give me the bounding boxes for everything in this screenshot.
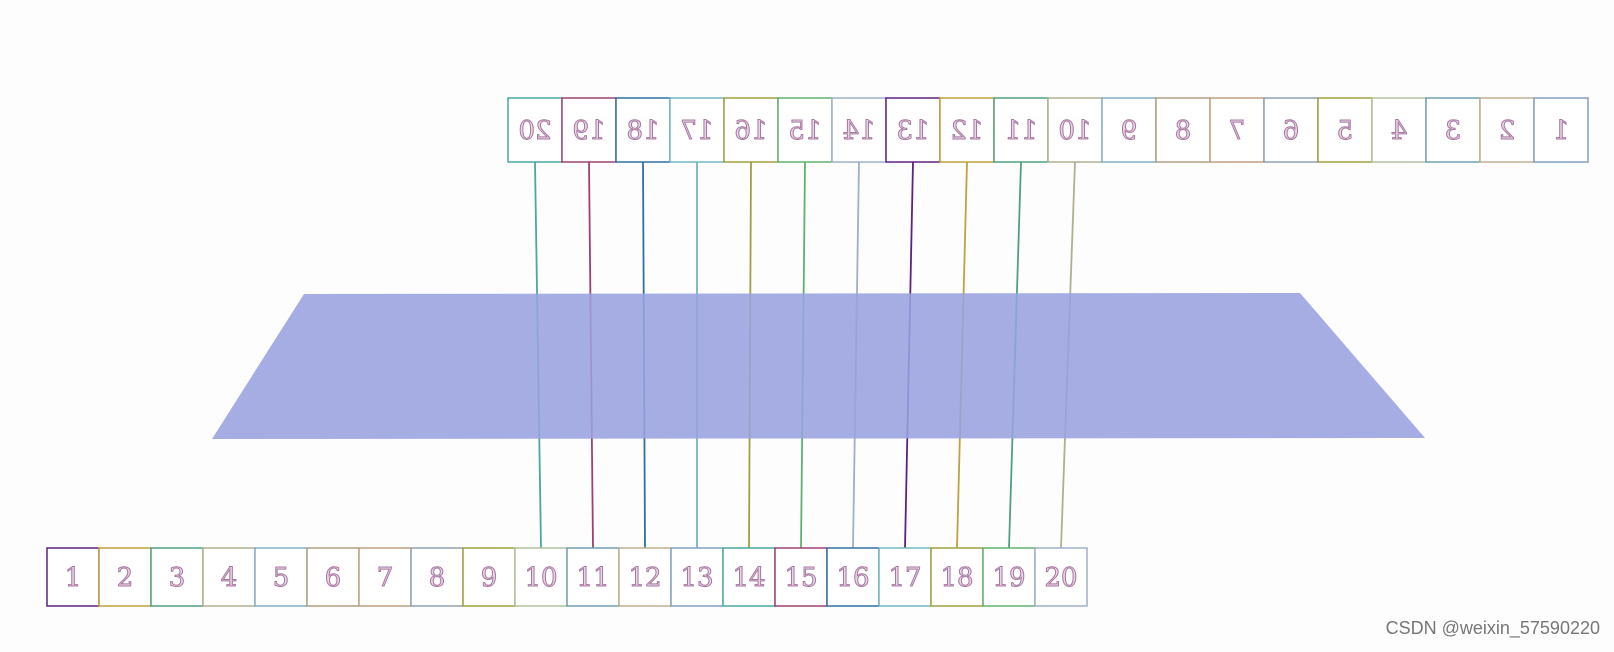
cell — [831, 97, 887, 163]
cell — [885, 97, 941, 163]
cell-label-wrap: 12 — [950, 116, 984, 147]
cell-label: 20 — [1044, 563, 1077, 593]
cell-label: 12 — [950, 116, 983, 146]
cell — [46, 547, 100, 607]
cell — [1034, 547, 1088, 607]
cell — [462, 547, 516, 607]
cell-label-wrap: 20 — [518, 116, 552, 147]
cell-label: 4 — [221, 563, 238, 593]
cell-label: 9 — [1121, 116, 1138, 146]
cell-label-wrap: 13 — [896, 116, 930, 147]
cell-label-wrap: 2 — [1498, 116, 1516, 147]
cell-label: 13 — [896, 116, 929, 146]
cell — [150, 547, 204, 607]
cell-label: 18 — [626, 116, 659, 146]
cell-label-wrap: 10 — [1058, 116, 1092, 147]
cell-label: 3 — [1445, 116, 1462, 146]
cell-label-wrap: 7 — [1228, 116, 1246, 147]
cell-label: 13 — [680, 563, 713, 593]
cell-label-wrap: 15 — [788, 116, 822, 147]
cell-label: 19 — [572, 116, 605, 146]
cell-label: 2 — [117, 563, 134, 593]
cell-label: 14 — [842, 116, 875, 146]
cell-label-wrap: 11 — [1004, 116, 1038, 147]
cell-label: 3 — [169, 563, 186, 593]
cell-label: 6 — [1283, 116, 1300, 146]
cell-label: 16 — [836, 563, 869, 593]
cell — [1371, 97, 1427, 163]
cell-label: 17 — [680, 116, 713, 146]
cell-label: 16 — [734, 116, 767, 146]
cell-label: 19 — [992, 563, 1025, 593]
cell-label: 17 — [888, 563, 921, 593]
cell-label: 11 — [576, 563, 609, 593]
cell-label: 12 — [628, 563, 661, 593]
cell-label-wrap: 5 — [1336, 116, 1354, 147]
cell-label: 15 — [784, 563, 817, 593]
cell-label: 1 — [1553, 116, 1570, 146]
plane — [212, 293, 1425, 439]
cell-label-wrap: 6 — [1282, 116, 1300, 147]
cell-label-wrap: 14 — [842, 116, 876, 147]
cell — [358, 547, 412, 607]
cell — [1101, 97, 1157, 163]
cell-label: 11 — [1004, 116, 1037, 146]
cell-label-wrap: 4 — [1390, 116, 1408, 147]
cell-label-wrap: 3 — [1444, 116, 1462, 147]
cell-label: 8 — [1175, 116, 1192, 146]
cell-label: 10 — [1058, 116, 1091, 146]
cell-label: 5 — [1337, 116, 1354, 146]
cell-label: 9 — [481, 563, 498, 593]
cell-label: 2 — [1499, 116, 1516, 146]
cell — [993, 97, 1049, 163]
cell-label: 15 — [788, 116, 821, 146]
cell-label-wrap: 8 — [1174, 116, 1192, 147]
cell — [1533, 97, 1589, 163]
cell — [254, 547, 308, 607]
cell-label: 14 — [732, 563, 765, 593]
cell — [1317, 97, 1373, 163]
cell — [1263, 97, 1319, 163]
cell — [618, 547, 672, 607]
cell-label-wrap: 18 — [626, 116, 660, 147]
cell-label: 18 — [940, 563, 973, 593]
cell-label-wrap: 16 — [734, 116, 768, 147]
cell — [566, 547, 620, 607]
cell — [1425, 97, 1481, 163]
cell-label: 5 — [273, 563, 290, 593]
cell — [306, 547, 360, 607]
cell — [1047, 97, 1103, 163]
bottom-row: 1 2 3 4 5 6 7 8 9 10 11 12 13 14 15 16 17 18 19 20 — [46, 547, 1088, 607]
cell-label-wrap: 19 — [572, 116, 606, 147]
cell-label: 7 — [377, 563, 394, 593]
cell — [514, 547, 568, 607]
cell-label: 6 — [325, 563, 342, 593]
cell-label-wrap: 9 — [1120, 116, 1138, 147]
cell — [774, 547, 828, 607]
cell-label: 7 — [1229, 116, 1246, 146]
cell-label: 20 — [518, 116, 551, 146]
cell — [722, 547, 776, 607]
cell-label: 8 — [429, 563, 446, 593]
cell-label: 4 — [1391, 116, 1408, 146]
top-row: 20 19 18 17 16 15 14 13 12 11 10 9 8 7 6 5 4 3 2 1 — [507, 97, 1589, 163]
cell-label: 10 — [524, 563, 557, 593]
cell — [777, 97, 833, 163]
cell-label-wrap: 1 — [1552, 116, 1570, 147]
cell-label-wrap: 17 — [680, 116, 714, 147]
cell — [670, 547, 724, 607]
cell — [1209, 97, 1265, 163]
cell — [1155, 97, 1211, 163]
watermark: CSDN @weixin_57590220 — [1386, 618, 1600, 639]
cell-label: 1 — [65, 563, 82, 593]
cell — [878, 547, 932, 607]
cell — [202, 547, 256, 607]
